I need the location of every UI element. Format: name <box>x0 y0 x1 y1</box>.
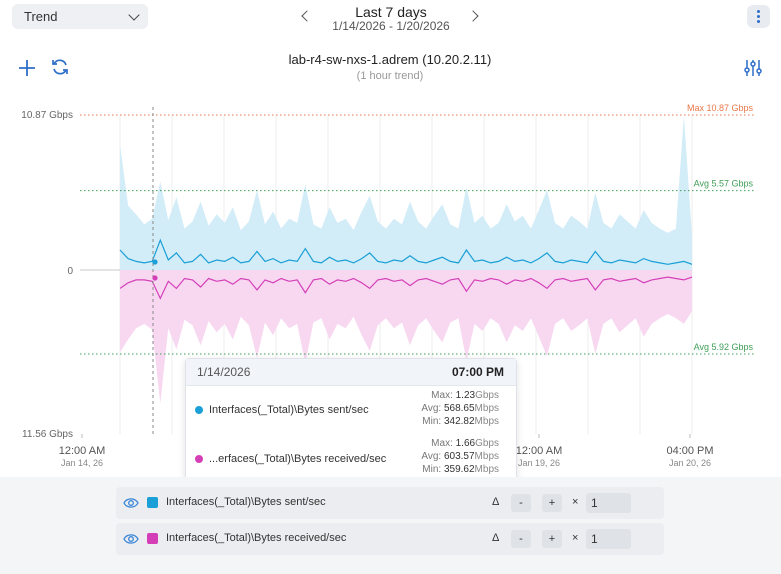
chart-areas <box>120 116 692 404</box>
x-tick-time: 04:00 PM <box>666 445 713 457</box>
stat-unit: Gbps <box>475 390 499 401</box>
stat-value: 1.23 <box>455 390 476 401</box>
chart-title: lab-r4-sw-nxs-1.adrem (10.20.2.11) <box>288 52 492 67</box>
series-color-swatch[interactable] <box>147 497 158 508</box>
stat-value: 1.66 <box>455 438 476 449</box>
more-options-button[interactable] <box>747 5 770 28</box>
threshold-label: Avg 5.92 Gbps <box>694 342 754 352</box>
tooltip-row-received: ...erfaces(_Total)\Bytes received/sec Ma… <box>186 438 516 482</box>
legend-row-sent: Interfaces(_Total)\Bytes sent/sec Δ - + … <box>116 487 664 519</box>
x-tick-time: 12:00 AM <box>59 445 105 457</box>
eye-icon[interactable] <box>123 532 139 546</box>
chart-lines <box>119 238 693 300</box>
y-axis-label: 0 <box>67 266 73 277</box>
legend-series-name: Interfaces(_Total)\Bytes received/sec <box>166 532 347 544</box>
trend-chart[interactable]: Max 10.87 Gbps Avg 5.57 Gbps Avg 5.92 Gbps… <box>0 95 781 475</box>
stat-value: 568.65 <box>443 403 475 414</box>
legend-row-received: Interfaces(_Total)\Bytes received/sec Δ … <box>116 523 664 555</box>
threshold-label: Avg 5.57 Gbps <box>694 179 754 189</box>
stat-unit: Mbps <box>474 451 499 462</box>
tooltip-min: Min: 359.62Mbps <box>409 464 499 477</box>
y-axis-label: 10.87 Gbps <box>21 110 73 121</box>
stat-unit: Mbps <box>474 416 499 427</box>
tooltip-stats: Max: 1.23Gbps Avg: 568.65Mbps Min: 342.8… <box>409 390 499 429</box>
series-area-received <box>120 270 692 404</box>
view-select-value: Trend <box>24 9 58 24</box>
stat-unit: Gbps <box>475 438 499 449</box>
tooltip-min: Min: 342.82Mbps <box>409 416 499 429</box>
x-tick-date: Jan 20, 26 <box>669 458 711 468</box>
minus-button[interactable]: - <box>511 530 531 548</box>
series-line-received <box>119 276 693 300</box>
minus-button[interactable]: - <box>511 494 531 512</box>
crosshair-point-received <box>152 275 158 281</box>
chart-annotations: Max 10.87 Gbps Avg 5.57 Gbps Avg 5.92 Gbps <box>80 103 755 355</box>
view-select[interactable]: Trend <box>12 4 148 29</box>
more-dot <box>757 20 760 23</box>
stat-value: 359.62 <box>443 464 475 475</box>
tooltip-stats: Max: 1.66Gbps Avg: 603.57Mbps Min: 359.6… <box>409 438 499 477</box>
period-range: 1/14/2026 - 1/20/2026 <box>332 19 450 33</box>
stat-label: Avg: <box>421 403 442 414</box>
period-title: Last 7 days <box>355 4 427 20</box>
crosshair-point-sent <box>152 259 158 265</box>
threshold-label: Max 10.87 Gbps <box>687 103 754 113</box>
series-color-swatch[interactable] <box>147 533 158 544</box>
x-tick-time: 12:00 AM <box>516 445 562 457</box>
x-tick-date: Jan 14, 26 <box>61 458 103 468</box>
settings-sliders-icon[interactable] <box>743 58 763 78</box>
plus-button[interactable]: + <box>542 530 562 548</box>
stat-unit: Mbps <box>474 403 499 414</box>
tooltip-series-name: ...erfaces(_Total)\Bytes received/sec <box>209 453 387 465</box>
tooltip-series-name: Interfaces(_Total)\Bytes sent/sec <box>209 404 369 416</box>
series-line-sent <box>119 238 693 265</box>
stat-value: 342.82 <box>443 416 475 427</box>
refresh-icon[interactable] <box>50 57 70 77</box>
series-dot-icon <box>195 406 203 414</box>
more-dot <box>757 15 760 18</box>
stat-value: 603.57 <box>443 451 475 462</box>
tooltip-row-sent: Interfaces(_Total)\Bytes sent/sec Max: 1… <box>186 390 516 434</box>
delta-label: Δ <box>492 532 500 544</box>
tooltip-avg: Avg: 568.65Mbps <box>409 403 499 416</box>
chart-tooltip: 1/14/2026 07:00 PM Interfaces(_Total)\By… <box>185 358 517 485</box>
tooltip-time: 07:00 PM <box>451 365 504 379</box>
stat-label: Avg: <box>421 451 442 462</box>
x-tick-date: Jan 19, 26 <box>518 458 560 468</box>
period-navigator: Last 7 days 1/14/2026 - 1/20/2026 <box>296 2 486 34</box>
add-icon[interactable] <box>17 58 37 78</box>
chart-subtitle: (1 hour trend) <box>356 70 424 82</box>
stat-label: Min: <box>422 464 442 475</box>
tooltip-header: 1/14/2026 07:00 PM <box>186 359 516 386</box>
tooltip-max: Max: 1.66Gbps <box>409 438 499 451</box>
tooltip-max: Max: 1.23Gbps <box>409 390 499 403</box>
plus-button[interactable]: + <box>542 494 562 512</box>
multiplier-input[interactable]: 1 <box>586 493 631 513</box>
multiplier-input[interactable]: 1 <box>586 529 631 549</box>
legend-series-name: Interfaces(_Total)\Bytes sent/sec <box>166 496 326 508</box>
stat-label: Max: <box>431 438 453 449</box>
stat-label: Min: <box>422 416 442 427</box>
y-axis-label: 11.56 Gbps <box>22 429 73 440</box>
times-label: × <box>572 496 579 508</box>
series-dot-icon <box>195 455 203 463</box>
eye-icon[interactable] <box>123 496 139 510</box>
delta-label: Δ <box>492 496 500 508</box>
tooltip-avg: Avg: 603.57Mbps <box>409 451 499 464</box>
stat-label: Max: <box>431 390 453 401</box>
times-label: × <box>572 532 579 544</box>
more-dots-icon <box>757 10 760 13</box>
tooltip-date: 1/14/2026 <box>197 365 251 379</box>
stat-unit: Mbps <box>474 464 499 475</box>
chevron-down-icon <box>128 9 140 21</box>
series-area-sent <box>120 116 692 270</box>
